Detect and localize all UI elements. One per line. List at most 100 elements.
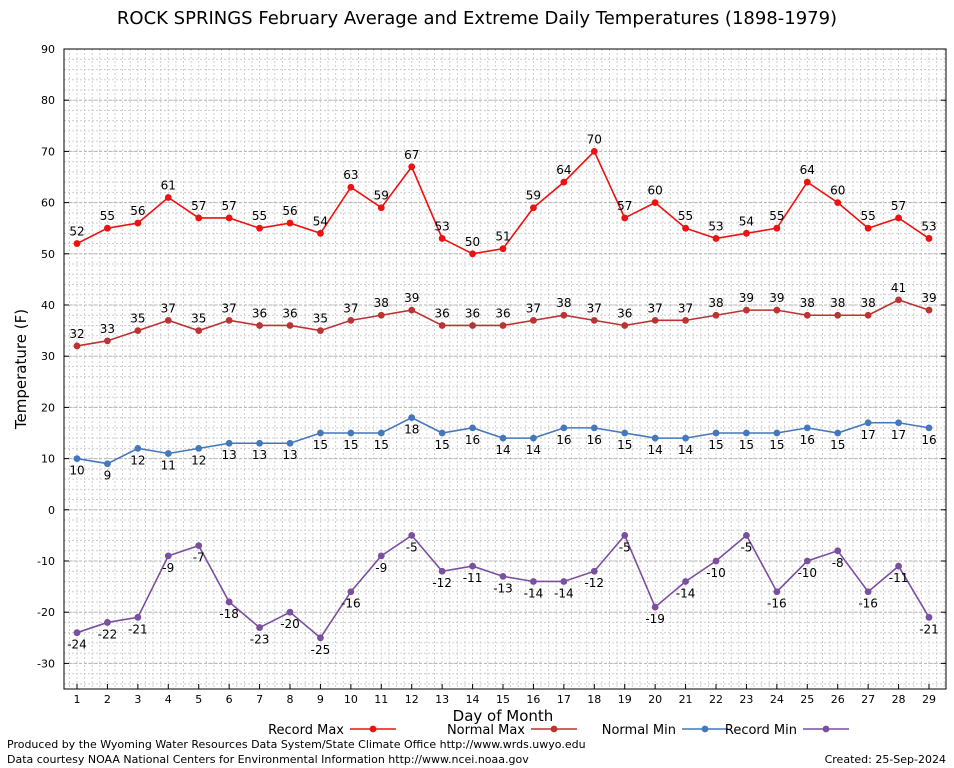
- legend-marker-record-max: [369, 725, 377, 733]
- data-point-normal-max: [469, 322, 476, 329]
- legend-marker-record-min: [822, 725, 830, 733]
- data-point-record-min: [895, 562, 902, 570]
- data-label-normal-min: 14: [526, 443, 541, 457]
- data-label-record-max: 63: [343, 168, 358, 182]
- data-label-normal-min: 16: [800, 433, 815, 447]
- data-label-normal-max: 38: [374, 296, 389, 310]
- data-label-normal-max: 37: [343, 301, 358, 315]
- y-tick-label: -30: [37, 657, 55, 670]
- data-label-normal-max: 38: [556, 296, 571, 310]
- x-tick-label: 23: [739, 693, 753, 706]
- data-label-normal-min: 15: [374, 438, 389, 452]
- data-point-normal-max: [317, 327, 324, 334]
- legend-item-normal-min: Normal Min: [602, 723, 728, 738]
- data-label-normal-max: 39: [404, 291, 419, 305]
- data-label-record-max: 55: [678, 209, 693, 223]
- data-label-record-max: 60: [648, 184, 663, 198]
- data-label-record-max: 51: [495, 230, 510, 244]
- data-point-record-min: [743, 532, 750, 539]
- data-point-normal-min: [104, 460, 111, 468]
- data-label-normal-min: 16: [921, 433, 936, 447]
- data-label-normal-min: 16: [556, 433, 571, 447]
- data-label-record-min: -16: [341, 597, 361, 611]
- data-point-record-min: [256, 624, 263, 631]
- data-point-normal-max: [73, 342, 81, 350]
- x-tick-label: 19: [618, 693, 632, 706]
- series-record-max: 52 55 56 61 57 57 55 56 54 63 59 67 53 50 51 59 64 70 57 60…: [69, 132, 937, 258]
- data-point-normal-min: [438, 429, 446, 437]
- data-point-normal-min: [864, 419, 872, 427]
- data-label-record-min: -5: [740, 540, 752, 554]
- data-point-normal-min: [590, 424, 598, 432]
- x-tick-label: 13: [435, 693, 449, 706]
- data-label-normal-max: 37: [678, 301, 693, 315]
- data-label-record-min: -12: [584, 576, 604, 590]
- data-label-normal-max: 37: [587, 301, 602, 315]
- data-label-record-min: -24: [67, 638, 87, 652]
- data-point-normal-max: [925, 306, 933, 314]
- x-tick-label: 4: [165, 693, 172, 706]
- data-point-normal-min: [225, 439, 233, 447]
- data-point-record-max: [925, 235, 933, 242]
- data-point-record-min: [195, 542, 203, 550]
- data-label-record-min: -13: [493, 581, 513, 595]
- data-label-record-max: 57: [617, 199, 632, 213]
- data-point-normal-max: [895, 296, 902, 304]
- data-label-record-max: 57: [222, 199, 237, 213]
- data-label-normal-max: 39: [739, 291, 754, 305]
- data-label-normal-min: 15: [617, 438, 632, 452]
- data-label-normal-min: 15: [769, 438, 784, 452]
- data-label-record-min: -20: [280, 617, 300, 631]
- data-point-normal-max: [743, 306, 750, 314]
- data-label-record-max: 70: [587, 132, 602, 146]
- data-label-record-max: 61: [161, 178, 176, 192]
- data-point-normal-min: [925, 424, 933, 432]
- y-tick-label: 60: [41, 197, 55, 210]
- footer-data-courtesy: Data courtesy NOAA National Centers for …: [7, 753, 529, 766]
- data-label-normal-max: 38: [708, 296, 723, 310]
- data-label-normal-max: 36: [282, 306, 297, 320]
- data-label-record-max: 53: [921, 219, 936, 233]
- data-point-normal-max: [225, 316, 233, 324]
- data-point-record-min: [164, 552, 172, 560]
- data-point-normal-min: [73, 455, 81, 462]
- x-tick-label: 11: [374, 693, 388, 706]
- data-point-record-max: [712, 235, 720, 242]
- series-normal-max: 32 33 35 37 35 37 36 36 35 37 38 39 36 36 36 37 38 37 36 37…: [69, 281, 937, 350]
- y-tick-label: 40: [41, 299, 55, 312]
- data-label-record-max: 64: [556, 163, 571, 177]
- data-point-normal-max: [621, 322, 629, 329]
- data-point-record-max: [530, 204, 537, 212]
- data-label-normal-max: 38: [861, 296, 876, 310]
- data-label-record-max: 56: [282, 204, 297, 218]
- data-point-normal-max: [651, 316, 659, 324]
- data-point-normal-min: [560, 424, 568, 432]
- data-point-normal-max: [347, 316, 355, 324]
- plot-frame: [63, 48, 947, 690]
- data-point-normal-max: [530, 316, 537, 324]
- x-tick-label: 10: [344, 693, 358, 706]
- data-point-record-max: [864, 224, 872, 232]
- x-tick-label: 18: [587, 693, 601, 706]
- data-label-record-max: 52: [69, 225, 84, 239]
- x-tick-label: 15: [496, 693, 510, 706]
- data-point-record-min: [317, 634, 324, 642]
- data-point-normal-max: [590, 316, 598, 324]
- data-label-normal-min: 14: [678, 443, 693, 457]
- x-axis-label: Day of Month: [453, 707, 554, 725]
- data-point-record-min: [104, 619, 111, 626]
- data-point-normal-max: [104, 337, 111, 345]
- data-label-record-min: -8: [832, 556, 844, 570]
- x-tick-label: 26: [831, 693, 845, 706]
- series-record-min: -24 -22 -21 -9 -7 -18 -23 -20 -25 -16 -9 -5 -12 -11 -1…: [67, 532, 939, 657]
- data-label-record-min: -9: [162, 561, 174, 575]
- data-label-normal-max: 35: [191, 312, 206, 326]
- data-point-normal-min: [256, 439, 263, 447]
- data-label-record-max: 67: [404, 148, 419, 162]
- data-label-normal-max: 36: [252, 306, 267, 320]
- data-label-record-min: -22: [98, 627, 118, 641]
- y-tick-label: 30: [41, 350, 55, 363]
- data-point-normal-min: [286, 439, 294, 447]
- data-label-record-max: 55: [100, 209, 115, 223]
